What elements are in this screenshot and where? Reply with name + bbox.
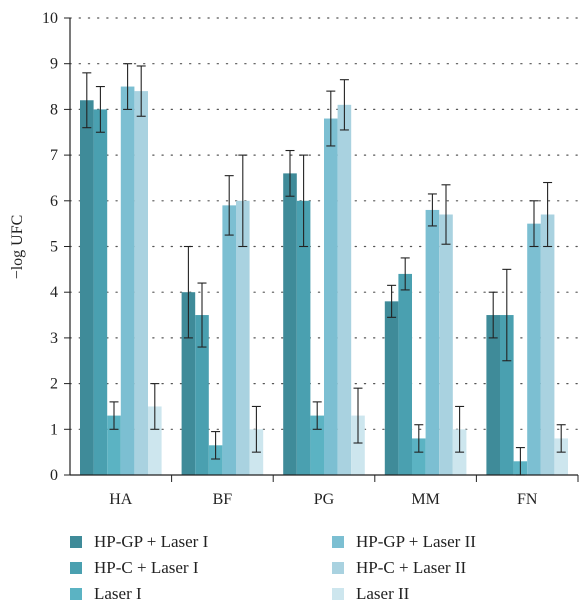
y-tick-label: 6 — [50, 193, 58, 210]
legend-swatch — [70, 536, 82, 548]
legend-item: HP-GP + Laser I — [70, 532, 208, 552]
legend-swatch — [332, 562, 344, 574]
y-tick-label: 3 — [50, 330, 58, 347]
axes: 0 1 2 3 4 5 6 7 8 9 10 HA BF PG MM FN — [42, 10, 579, 508]
bar — [222, 205, 236, 475]
bar — [296, 200, 311, 476]
y-tick-label: 0 — [50, 467, 58, 484]
bar — [351, 415, 365, 475]
bar — [134, 91, 148, 476]
y-tick-label: 10 — [42, 10, 58, 27]
bar — [486, 315, 500, 475]
y-tick-label: 1 — [50, 421, 58, 438]
bar — [337, 104, 352, 475]
error-bars-group — [82, 63, 566, 476]
bar — [425, 209, 440, 475]
bar — [398, 273, 412, 475]
bar — [120, 86, 135, 476]
legend-item: Laser II — [332, 584, 409, 604]
legend-label: HP-C + Laser II — [356, 558, 467, 577]
x-tick-label: BF — [213, 491, 233, 508]
bar — [148, 406, 162, 475]
y-tick-label: 2 — [50, 376, 58, 393]
legend-label: HP-C + Laser I — [94, 558, 199, 577]
bar — [107, 415, 121, 475]
bar — [527, 223, 541, 475]
bar — [500, 315, 514, 475]
x-tick-label: FN — [517, 491, 538, 508]
bar — [412, 438, 426, 475]
bar — [554, 438, 568, 475]
legend-swatch — [332, 536, 344, 548]
legend-swatch — [70, 588, 82, 600]
legend-swatch — [70, 562, 82, 574]
bar — [93, 109, 108, 476]
legend-item: HP-C + Laser II — [332, 558, 466, 578]
bar — [324, 118, 338, 475]
y-tick-label: 7 — [50, 147, 58, 164]
legend-label: HP-GP + Laser II — [356, 532, 476, 551]
legend-item: Laser I — [70, 584, 142, 604]
bar — [208, 445, 223, 475]
bar — [540, 214, 555, 475]
legend-label: HP-GP + Laser I — [94, 532, 209, 551]
legend-item: HP-C + Laser I — [70, 558, 198, 578]
legend-swatch — [332, 588, 344, 600]
bar — [310, 415, 324, 475]
legend-label: Laser I — [94, 584, 142, 603]
bar-chart: 0 1 2 3 4 5 6 7 8 9 10 HA BF PG MM FN −log UFC — [9, 10, 579, 508]
bar — [80, 100, 94, 475]
x-tick-label: MM — [411, 491, 439, 508]
y-axis-label: −log UFC — [9, 215, 26, 280]
bar — [195, 315, 209, 475]
bar — [236, 200, 250, 476]
x-tick-label: HA — [109, 491, 133, 508]
y-tick-label: 9 — [50, 56, 58, 73]
legend-item: HP-GP + Laser II — [332, 532, 476, 552]
bar — [283, 173, 297, 475]
y-tick-label: 8 — [50, 101, 58, 118]
y-tick-label: 5 — [50, 239, 58, 256]
y-tick-label: 4 — [50, 284, 58, 301]
bar — [384, 301, 399, 475]
bars-group — [80, 86, 568, 476]
x-tick-label: PG — [314, 491, 335, 508]
bar — [439, 214, 453, 475]
legend-label: Laser II — [356, 584, 410, 603]
